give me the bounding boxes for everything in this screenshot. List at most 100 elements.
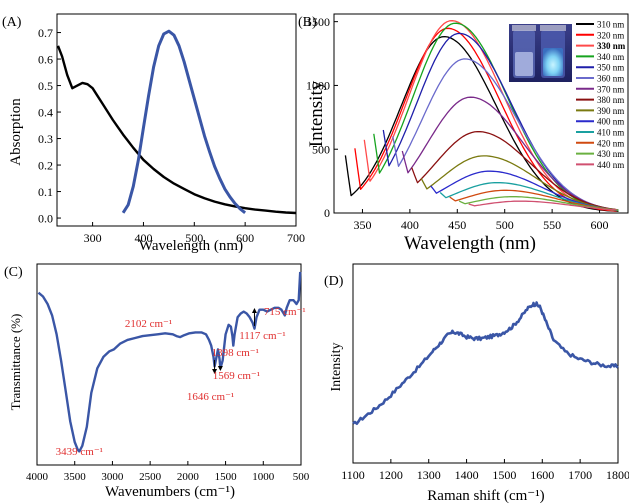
panel-c-xlabel: Wavenumbers (cm⁻¹) bbox=[105, 484, 235, 500]
panel-b-legend-label: 430 nm bbox=[597, 149, 624, 159]
panel-a-xtick-label: 700 bbox=[287, 231, 305, 245]
panel-a-series-line bbox=[121, 29, 247, 214]
panel-a-xtick-label: 400 bbox=[134, 231, 152, 245]
panel-c-xtick-label: 4000 bbox=[26, 471, 49, 483]
panel-b-ytick-label: 500 bbox=[312, 142, 330, 156]
panel-b-xtick-label: 400 bbox=[401, 218, 419, 232]
panel-c-series-line bbox=[37, 271, 302, 453]
panel-c-xtick-label: 500 bbox=[293, 471, 310, 483]
panel-b-ytick-label: 1000 bbox=[306, 79, 330, 93]
panel-c-annotation-label: 1569 cm⁻¹ bbox=[213, 370, 260, 382]
panel-c-xtick-label: 1000 bbox=[252, 471, 275, 483]
panel-b-frame bbox=[333, 13, 629, 214]
panel-d-xtick-label: 1700 bbox=[568, 468, 592, 482]
panel-c-xtick-label: 2500 bbox=[139, 471, 162, 483]
panel-b-series-line bbox=[420, 155, 618, 211]
panel-b-legend-label: 340 nm bbox=[597, 52, 624, 62]
panel-c-annotation-arrowhead bbox=[251, 308, 257, 313]
panel-b-legend-label: 320 nm bbox=[597, 30, 624, 40]
panel-a-xlabel: Wavelength (nm) bbox=[139, 238, 243, 254]
panel-b-series-line bbox=[468, 200, 617, 211]
panel-b-xlabel: Wavelength (nm) bbox=[404, 233, 536, 254]
panel-c-xtick-label: 2000 bbox=[177, 471, 200, 483]
panel-a-yticks: 0.0 0.1 0.2 0.3 0.4 0.5 0.6 0.7 bbox=[38, 26, 61, 225]
panel-b-ytick-label: 0 bbox=[324, 206, 330, 220]
panel-d-label: (D) bbox=[324, 274, 344, 289]
panel-d-xtick-label: 1800 bbox=[606, 468, 629, 482]
panel-b-xticks: 350 400 450 500 550 600 bbox=[353, 209, 609, 232]
panel-a: (A) Absorption Wavelength (nm) 300 400 500… bbox=[2, 13, 305, 254]
panel-c-ylabel: Transmittance (%) bbox=[8, 314, 23, 411]
uv-vial-photo bbox=[509, 24, 572, 82]
panel-c-annotation-arrowhead bbox=[212, 369, 218, 374]
panel-a-ytick-label: 0.6 bbox=[38, 52, 53, 66]
panel-d-xtick-label: 1400 bbox=[455, 468, 479, 482]
panel-b-label: (B) bbox=[298, 15, 317, 30]
panel-a-ytick-label: 0.4 bbox=[38, 105, 53, 119]
panel-b-series-line bbox=[363, 20, 618, 212]
panel-c-annotation-arrowhead bbox=[217, 366, 223, 371]
panel-a-plot bbox=[56, 29, 297, 215]
panel-c-annotation-label: 1117 cm⁻¹ bbox=[239, 330, 285, 342]
panel-d-xtick-label: 1200 bbox=[379, 468, 403, 482]
panel-d-xticks: 1100 1200 1300 1400 1500 1600 1700 1800 bbox=[341, 459, 629, 482]
panel-c-annotation-label: 715 cm⁻¹ bbox=[264, 306, 306, 318]
panel-b-legend-label: 410 nm bbox=[597, 128, 624, 138]
panel-b: (B) Intensity Wavelength (nm) 350 400 450 5… bbox=[298, 13, 629, 254]
panel-c-ylabel-wrap: Transmittance (%) bbox=[8, 314, 23, 411]
panel-b-ylabel-wrap: Intensity bbox=[306, 80, 327, 147]
panel-c-xtick-label: 3500 bbox=[64, 471, 87, 483]
panel-d-ylabel-wrap: Intensity bbox=[329, 343, 344, 392]
panel-c: (C) Transmittance (%) Wavenumbers (cm⁻¹)… bbox=[4, 263, 310, 500]
panel-a-ytick-label: 0.7 bbox=[38, 26, 53, 40]
panel-a-ytick-label: 0.1 bbox=[38, 185, 53, 199]
panel-b-legend-label: 330 nm bbox=[597, 41, 626, 51]
panel-d-xtick-label: 1100 bbox=[341, 468, 365, 482]
panel-b-legend-label: 380 nm bbox=[597, 95, 624, 105]
panel-b-yticks: 0 500 1000 1500 bbox=[306, 15, 338, 220]
panel-b-legend-label: 350 nm bbox=[597, 63, 624, 73]
panel-d-plot bbox=[352, 301, 619, 426]
panel-b-xtick-label: 450 bbox=[448, 218, 466, 232]
panel-b-legend-label: 390 nm bbox=[597, 106, 624, 116]
panel-c-annotation-label: 2102 cm⁻¹ bbox=[125, 318, 172, 330]
panel-b-plot bbox=[344, 20, 619, 212]
panel-b-legend-label: 360 nm bbox=[597, 74, 624, 84]
panel-c-annotation-label: 3439 cm⁻¹ bbox=[56, 446, 103, 458]
panel-b-xtick-label: 550 bbox=[543, 218, 561, 232]
panel-b-legend-label: 400 nm bbox=[597, 117, 624, 127]
panel-b-legend-label: 370 nm bbox=[597, 84, 624, 94]
panel-a-ytick-label: 0.0 bbox=[38, 211, 53, 225]
panel-a-label: (A) bbox=[2, 15, 22, 30]
panel-b-ytick-label: 1500 bbox=[306, 15, 330, 29]
panel-c-plot bbox=[37, 271, 302, 453]
panel-c-xticks: 4000 3500 3000 2500 2000 1500 1000 500 bbox=[26, 461, 310, 483]
panel-b-legend-label: 310 nm bbox=[597, 20, 624, 30]
panel-d-frame bbox=[352, 263, 619, 464]
panel-d-xtick-label: 1300 bbox=[417, 468, 441, 482]
panel-b-ylabel: Intensity bbox=[306, 80, 327, 147]
panel-b-xtick-label: 600 bbox=[591, 218, 609, 232]
panel-a-ylabel-wrap: Absorption bbox=[8, 98, 24, 166]
panel-c-annotation-label: 1646 cm⁻¹ bbox=[187, 391, 234, 403]
panel-d-xlabel: Raman shift (cm⁻¹) bbox=[427, 488, 544, 504]
panel-a-xtick-label: 600 bbox=[236, 231, 254, 245]
panel-d-series-line bbox=[352, 301, 619, 426]
panel-b-xtick-label: 500 bbox=[496, 218, 514, 232]
panel-d: (D) Intensity Raman shift (cm⁻¹) 1100 120… bbox=[324, 263, 629, 504]
panel-c-annotation-label: 1398 cm⁻¹ bbox=[212, 347, 259, 359]
panel-d-ylabel: Intensity bbox=[329, 343, 344, 392]
panel-c-xtick-label: 1500 bbox=[215, 471, 238, 483]
panel-a-ylabel: Absorption bbox=[8, 98, 24, 166]
panel-b-legend-label: 440 nm bbox=[597, 160, 624, 170]
panel-a-frame bbox=[56, 13, 297, 227]
panel-c-annotations: 3439 cm⁻¹ 2102 cm⁻¹ 1646 cm⁻¹ 1569 cm⁻¹ 1398… bbox=[56, 306, 306, 458]
panel-a-xtick-label: 500 bbox=[185, 231, 203, 245]
panel-a-series-line bbox=[56, 45, 297, 215]
panel-a-ytick-label: 0.3 bbox=[38, 132, 53, 146]
panel-c-xtick-label: 3000 bbox=[101, 471, 124, 483]
panel-a-ytick-label: 0.5 bbox=[38, 79, 53, 93]
panel-b-series-line bbox=[411, 130, 617, 211]
